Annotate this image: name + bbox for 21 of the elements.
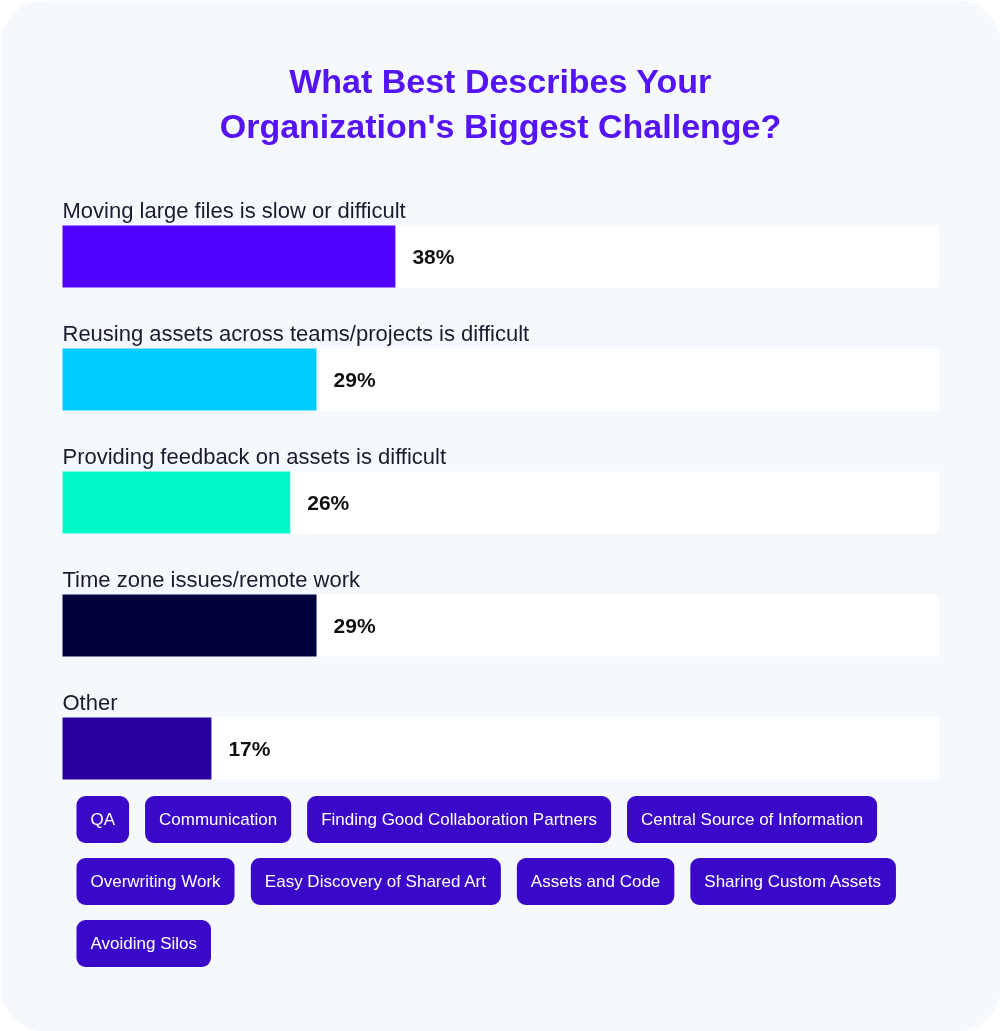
text: Overwriting Work xyxy=(90,872,222,891)
data-label: 26% xyxy=(307,491,350,514)
y-tick-label: Reusing assets across teams/projects is difficult xyxy=(62,321,530,346)
text: Central Source of Information xyxy=(641,810,864,829)
text: Easy Discovery of Shared Art xyxy=(264,872,487,891)
bar xyxy=(62,717,212,780)
y-tick-label: Time zone issues/remote work xyxy=(62,567,361,592)
text: QA xyxy=(90,810,116,829)
text: Assets and Code xyxy=(530,872,661,891)
y-tick-label: Providing feedback on assets is difficult xyxy=(62,444,447,469)
data-label: 29% xyxy=(333,368,376,391)
y-tick-label: Moving large files is slow or difficult xyxy=(62,198,406,223)
data-label: 17% xyxy=(228,737,271,760)
text: Finding Good Collaboration Partners xyxy=(321,810,598,829)
text: Sharing Custom Assets xyxy=(704,872,882,891)
y-tick-label: Other xyxy=(62,690,118,715)
data-label: 38% xyxy=(412,245,455,268)
data-label: 29% xyxy=(333,614,376,637)
text: Communication xyxy=(159,810,278,829)
chart-title: What Best Describes Your Organization's Biggest Challenge? xyxy=(219,61,782,145)
text: Avoiding Silos xyxy=(90,934,197,953)
